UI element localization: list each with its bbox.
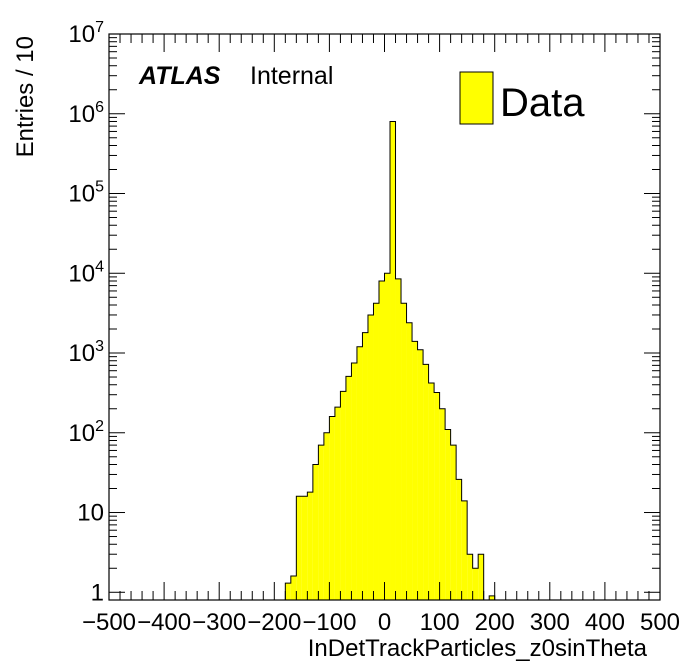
histogram-bin (456, 479, 462, 600)
y-tick-label: 10 (77, 500, 104, 527)
histogram-bin (318, 445, 324, 600)
histogram-bin (312, 464, 319, 600)
histogram-bin (329, 416, 335, 600)
histogram-bin (472, 568, 479, 600)
histogram-bin (356, 346, 363, 600)
y-tick-label: 107 (68, 19, 104, 48)
x-tick-labels: −500 −400 −300 −200 −100 0 100 200 300 400 500 (82, 609, 680, 636)
experiment-label: ATLAS (138, 62, 221, 90)
histogram-bin (461, 500, 468, 600)
x-tick-label: −300 (192, 609, 246, 636)
histogram-bin (296, 496, 302, 600)
histogram-bin (467, 554, 473, 600)
histogram-bin (445, 429, 451, 600)
x-tick-label: −200 (247, 609, 301, 636)
plot-frame (108, 33, 661, 601)
histogram-bin (423, 364, 429, 600)
legend-label: Data (500, 81, 585, 125)
y-tick-label: 105 (68, 179, 104, 208)
histogram-bin (401, 303, 407, 600)
histogram-bin (362, 332, 368, 600)
histogram-bin (390, 121, 396, 601)
histogram-bin (334, 407, 341, 600)
histogram-bin (406, 322, 413, 600)
histogram-bin (384, 273, 391, 600)
x-tick-label: 300 (530, 609, 570, 636)
x-tick-label: −100 (302, 609, 356, 636)
y-tick-label: 104 (68, 258, 104, 287)
x-tick-label: 0 (378, 609, 391, 636)
x-tick-label: 400 (585, 609, 625, 636)
histogram-bin (351, 362, 357, 600)
y-axis-label: Entries / 10 (12, 36, 39, 157)
histogram-bin (412, 341, 418, 600)
x-tick-label: −400 (137, 609, 191, 636)
histogram-bin (367, 314, 374, 600)
y-tick-label: 1 (91, 579, 104, 606)
histogram-bin (395, 278, 402, 600)
x-tick-label: 500 (640, 609, 680, 636)
histogram-bin (378, 280, 385, 600)
y-tick-label: 106 (68, 99, 104, 128)
histogram-bin (450, 445, 457, 600)
histogram-bin (439, 408, 446, 600)
histogram-bin (345, 376, 352, 600)
histogram-bin (290, 575, 297, 600)
histogram-bin (428, 383, 435, 600)
histogram-bin (417, 349, 424, 600)
histogram-bin (373, 303, 379, 600)
histogram-bars (285, 121, 495, 601)
y-tick-label: 102 (68, 418, 104, 447)
histogram-bin (478, 554, 484, 600)
histogram-bin (489, 595, 495, 600)
histogram-bin (301, 496, 308, 600)
histogram-bin (285, 583, 291, 600)
legend: Data (459, 71, 585, 125)
status-label: Internal (250, 62, 333, 90)
x-tick-label: −500 (82, 609, 136, 636)
y-tick-labels: 1 10 102 103 104 105 106 107 (68, 19, 104, 606)
x-axis-label: InDetTrackParticles_z0sinTheta (308, 635, 648, 662)
x-tick-label: 200 (475, 609, 515, 636)
y-tick-label: 103 (68, 338, 104, 367)
histogram-bin (340, 391, 346, 600)
x-tick-label: 100 (420, 609, 460, 636)
histogram-bin (307, 492, 313, 600)
axis-ticks (108, 33, 661, 600)
legend-swatch (459, 71, 494, 125)
histogram-bin (323, 432, 330, 600)
histogram-outline (284, 120, 496, 601)
histogram-bin (434, 392, 440, 600)
